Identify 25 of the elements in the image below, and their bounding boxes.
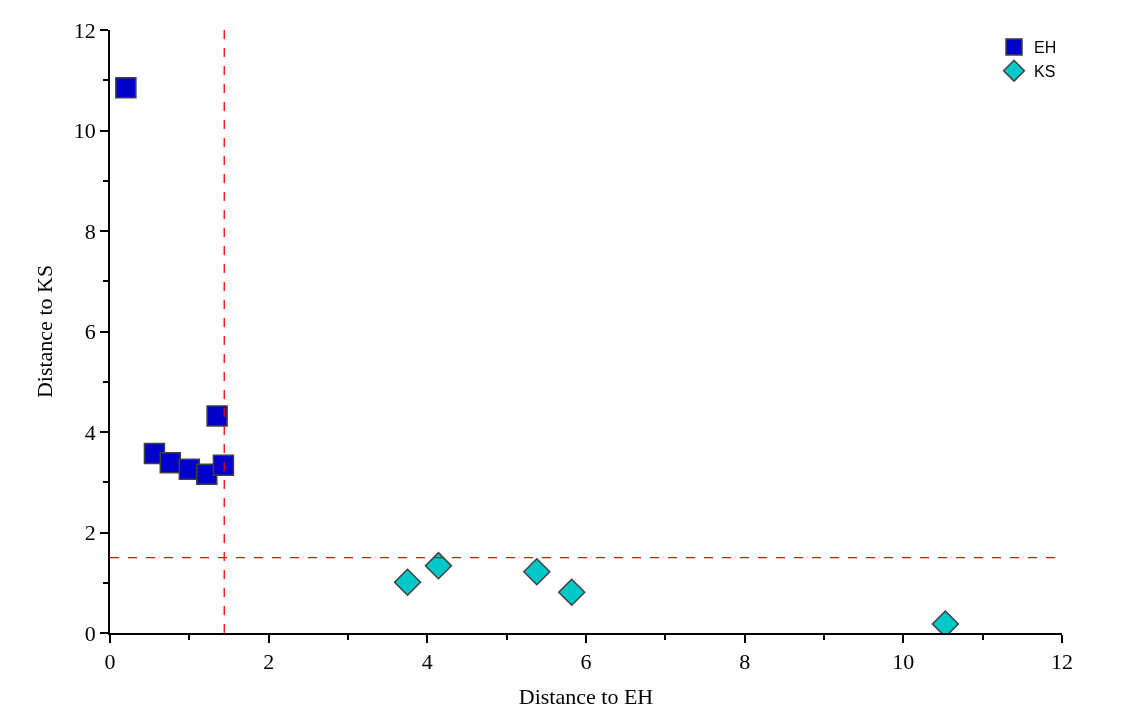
x-tick-label: 0 — [104, 649, 116, 675]
x-tick-label: 6 — [580, 649, 592, 675]
y-tick-label: 2 — [84, 520, 96, 546]
y-tick-label: 10 — [73, 118, 96, 144]
point — [523, 557, 551, 586]
legend-label: EH — [1034, 39, 1057, 57]
x-tick-label: 12 — [1051, 649, 1073, 675]
y-tick-label: 8 — [84, 218, 96, 244]
y-tick-label: 6 — [84, 319, 96, 345]
y-tick-label: 4 — [84, 419, 96, 445]
point — [424, 551, 453, 580]
x-axis-title: Distance to EH — [518, 683, 654, 709]
x-tick-label: 2 — [263, 649, 275, 675]
x-tick-label: 8 — [739, 649, 751, 675]
point — [212, 454, 235, 476]
point — [557, 578, 586, 607]
y-tick-label: 12 — [73, 17, 96, 43]
y-tick-label: 0 — [84, 620, 96, 646]
point — [206, 405, 228, 427]
y-axis-title: Distance to KS — [32, 264, 58, 399]
point — [115, 77, 137, 99]
x-tick-label: 10 — [892, 649, 915, 675]
point — [393, 568, 422, 596]
legend-label: KS — [1034, 62, 1056, 80]
x-tick-label: 4 — [421, 649, 433, 675]
